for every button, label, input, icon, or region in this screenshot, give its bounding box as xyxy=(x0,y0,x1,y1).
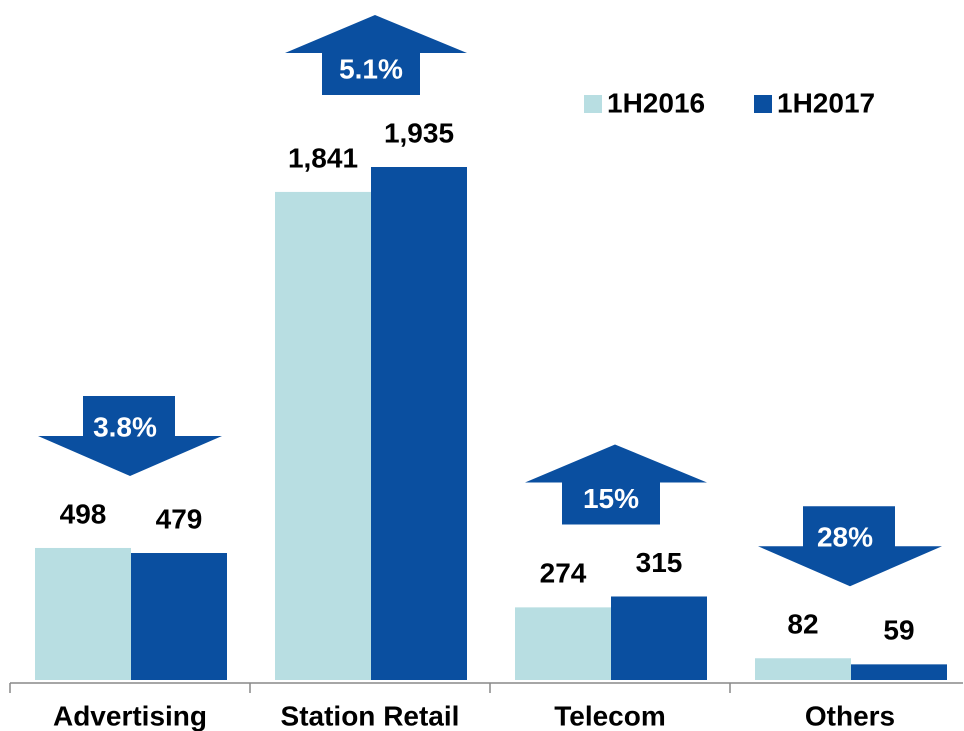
bar xyxy=(755,658,851,680)
bar xyxy=(131,553,227,680)
change-label: 15% xyxy=(583,483,639,514)
value-label: 1,841 xyxy=(288,142,358,173)
value-label: 82 xyxy=(787,609,818,640)
value-label: 315 xyxy=(636,547,683,578)
bar xyxy=(35,547,131,680)
legend-label: 1H2017 xyxy=(777,87,875,118)
bar xyxy=(611,596,707,680)
bar xyxy=(275,191,371,680)
change-label: 3.8% xyxy=(93,411,157,442)
change-label: 5.1% xyxy=(339,53,403,84)
x-tick-label: Others xyxy=(805,700,895,731)
x-tick-label: Advertising xyxy=(53,700,207,731)
bar xyxy=(371,167,467,680)
x-tick-label: Telecom xyxy=(554,700,666,731)
value-label: 1,935 xyxy=(384,117,454,148)
change-label: 28% xyxy=(817,522,873,553)
value-label: 59 xyxy=(883,615,914,646)
x-tick-label: Station Retail xyxy=(281,700,460,731)
value-label: 479 xyxy=(156,503,203,534)
bar xyxy=(515,607,611,680)
value-label: 498 xyxy=(60,498,107,529)
legend-label: 1H2016 xyxy=(607,87,705,118)
change-arrow xyxy=(758,506,942,587)
legend-swatch xyxy=(584,95,602,113)
change-arrow xyxy=(38,395,222,476)
value-label: 274 xyxy=(540,558,587,589)
change-arrow xyxy=(285,15,467,95)
change-arrow xyxy=(525,444,707,525)
bar xyxy=(851,664,947,680)
legend-swatch xyxy=(754,95,772,113)
